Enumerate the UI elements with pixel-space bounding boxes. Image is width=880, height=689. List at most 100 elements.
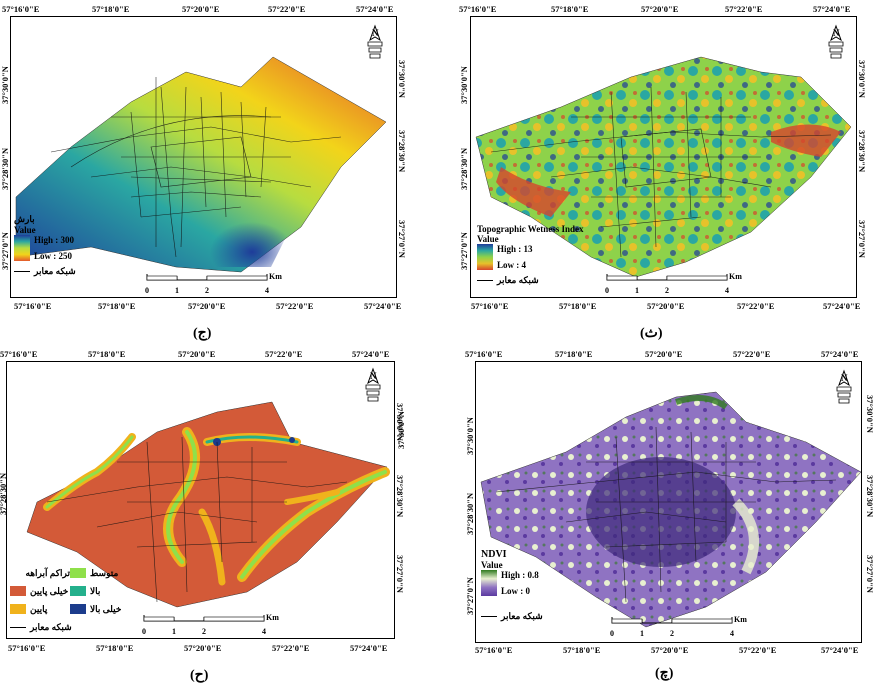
road-legend-label: شبکه معابر [501, 610, 543, 621]
scale-label: 1 [640, 629, 644, 638]
north-label: N [370, 371, 377, 381]
scale-bar: Km 0 1 2 4 [605, 272, 745, 295]
lat-tick: 37°30'0"N [459, 66, 469, 104]
scale-label: 2 [202, 627, 206, 636]
scale-label: 2 [665, 286, 669, 295]
legend: بارش Value High : 300 Low : 250 شبکه معا… [14, 214, 76, 277]
scale-label: 1 [172, 627, 176, 636]
lat-tick: 37°28'30"N [397, 130, 407, 173]
lon-tick: 57°24'0"E [356, 4, 394, 14]
legend-low: Low : 250 [34, 251, 72, 261]
lon-tick: 57°18'0"E [92, 4, 130, 14]
lat-tick: 37°30'0"N [395, 403, 405, 441]
study-area [475, 56, 852, 278]
lon-tick: 57°20'0"E [651, 645, 689, 655]
lat-tick: 37°28'30"N [459, 147, 469, 190]
lat-tick: 37°27'0"N [865, 555, 875, 593]
legend-gradient [481, 570, 497, 596]
lat-tick: 37°27'0"N [459, 232, 469, 270]
legend-high: High : 300 [34, 235, 75, 245]
lat-tick: 37°30'0"N [865, 395, 875, 433]
lat-tick: 37°28'30"N [395, 475, 405, 518]
panel-ndvi: 57°16'0"E 57°18'0"E 57°20'0"E 57°22'0"E … [455, 345, 880, 689]
ndvi-map [480, 391, 862, 628]
lon-tick: 57°16'0"E [471, 301, 509, 311]
scale-unit: Km [269, 272, 282, 281]
lon-tick: 57°22'0"E [272, 643, 310, 653]
lon-tick: 57°16'0"E [465, 349, 503, 359]
lon-tick: 57°18'0"E [551, 4, 589, 14]
legend-gradient [477, 244, 493, 270]
lon-tick: 57°16'0"E [14, 301, 52, 311]
twi-map [475, 56, 852, 278]
scale-label: 4 [265, 286, 269, 295]
scale-bar: Km 0 1 2 4 [610, 615, 750, 638]
legend-title: NDVI [481, 549, 507, 560]
scale-label: 4 [262, 627, 266, 636]
lon-tick: 57°18'0"E [98, 301, 136, 311]
legend-title: تراکم آبراهه [25, 567, 70, 578]
legend: NDVI Value High : 0.8 Low : 0 شبکه معابر [481, 549, 543, 622]
scale-label: 0 [142, 627, 146, 636]
scale-label: 0 [145, 286, 149, 295]
lat-tick: 37°30'0"N [397, 60, 407, 98]
panel-twi: 57°16'0"E 57°18'0"E 57°20'0"E 57°22'0"E … [455, 0, 880, 345]
lat-tick: 37°30'0"N [465, 417, 475, 455]
road-network [495, 426, 837, 603]
scale-label: 2 [670, 629, 674, 638]
lat-tick: 37°27'0"N [857, 220, 867, 258]
legend: تراکم آبراهه متوسط خیلی پایین بالا پایین… [10, 567, 130, 633]
lon-tick: 57°16'0"E [475, 645, 513, 655]
lon-tick: 57°16'0"E [2, 4, 40, 14]
road-network [46, 436, 348, 603]
map-frame [10, 16, 397, 298]
lon-tick: 57°22'0"E [265, 349, 303, 359]
lon-tick: 57°24'0"E [350, 643, 388, 653]
scale-unit: Km [734, 615, 747, 624]
lon-tick: 57°20'0"E [188, 301, 226, 311]
lon-tick: 57°22'0"E [276, 301, 314, 311]
lon-tick: 57°22'0"E [737, 301, 775, 311]
lon-tick: 57°24'0"E [823, 301, 861, 311]
lon-tick: 57°22'0"E [268, 4, 306, 14]
north-arrow-icon: N [362, 367, 384, 403]
lon-tick: 57°18'0"E [88, 349, 126, 359]
scale-label: 0 [610, 629, 614, 638]
legend-value-label: Value [477, 234, 499, 244]
road-network [50, 77, 342, 258]
lat-tick: 37°30'0"N [857, 60, 867, 98]
scale-label: 1 [635, 286, 639, 295]
map-frame [470, 16, 857, 298]
legend-gradient [14, 235, 30, 261]
scale-unit: Km [266, 613, 279, 622]
scale-unit: Km [729, 272, 742, 281]
north-label: N [841, 373, 848, 383]
legend-low: Low : 0 [501, 586, 530, 596]
north-label: N [833, 28, 840, 38]
road-network [490, 86, 832, 258]
panel-caption: (ح) [190, 668, 209, 683]
legend-title: Topographic Wetness Index [477, 224, 584, 234]
lon-tick: 57°20'0"E [182, 4, 220, 14]
lon-tick: 57°20'0"E [178, 349, 216, 359]
lon-tick: 57°20'0"E [641, 4, 679, 14]
lat-tick: 37°27'0"N [0, 232, 10, 270]
lon-tick: 57°20'0"E [647, 301, 685, 311]
legend-item: پایین [10, 603, 70, 615]
lat-tick: 37°27'0"N [397, 220, 407, 258]
legend-item: خیلی پایین [10, 585, 70, 597]
north-arrow-icon: N [833, 369, 855, 405]
lon-tick: 57°24'0"E [821, 645, 859, 655]
lat-tick: 37°28'30"N [857, 130, 867, 173]
lon-tick: 57°24'0"E [364, 301, 402, 311]
scale-bar: Km 0 1 2 4 [142, 613, 282, 636]
legend-item: متوسط [70, 567, 130, 579]
lon-tick: 57°18'0"E [96, 643, 134, 653]
scale-label: 1 [175, 286, 179, 295]
legend-high: High : 0.8 [501, 570, 539, 580]
legend-item: بالا [70, 585, 130, 597]
legend: Topographic Wetness Index Value High : 1… [477, 224, 584, 286]
lon-tick: 57°16'0"E [0, 349, 38, 359]
lon-tick: 57°18'0"E [555, 349, 593, 359]
panel-caption: (ث) [640, 326, 663, 341]
